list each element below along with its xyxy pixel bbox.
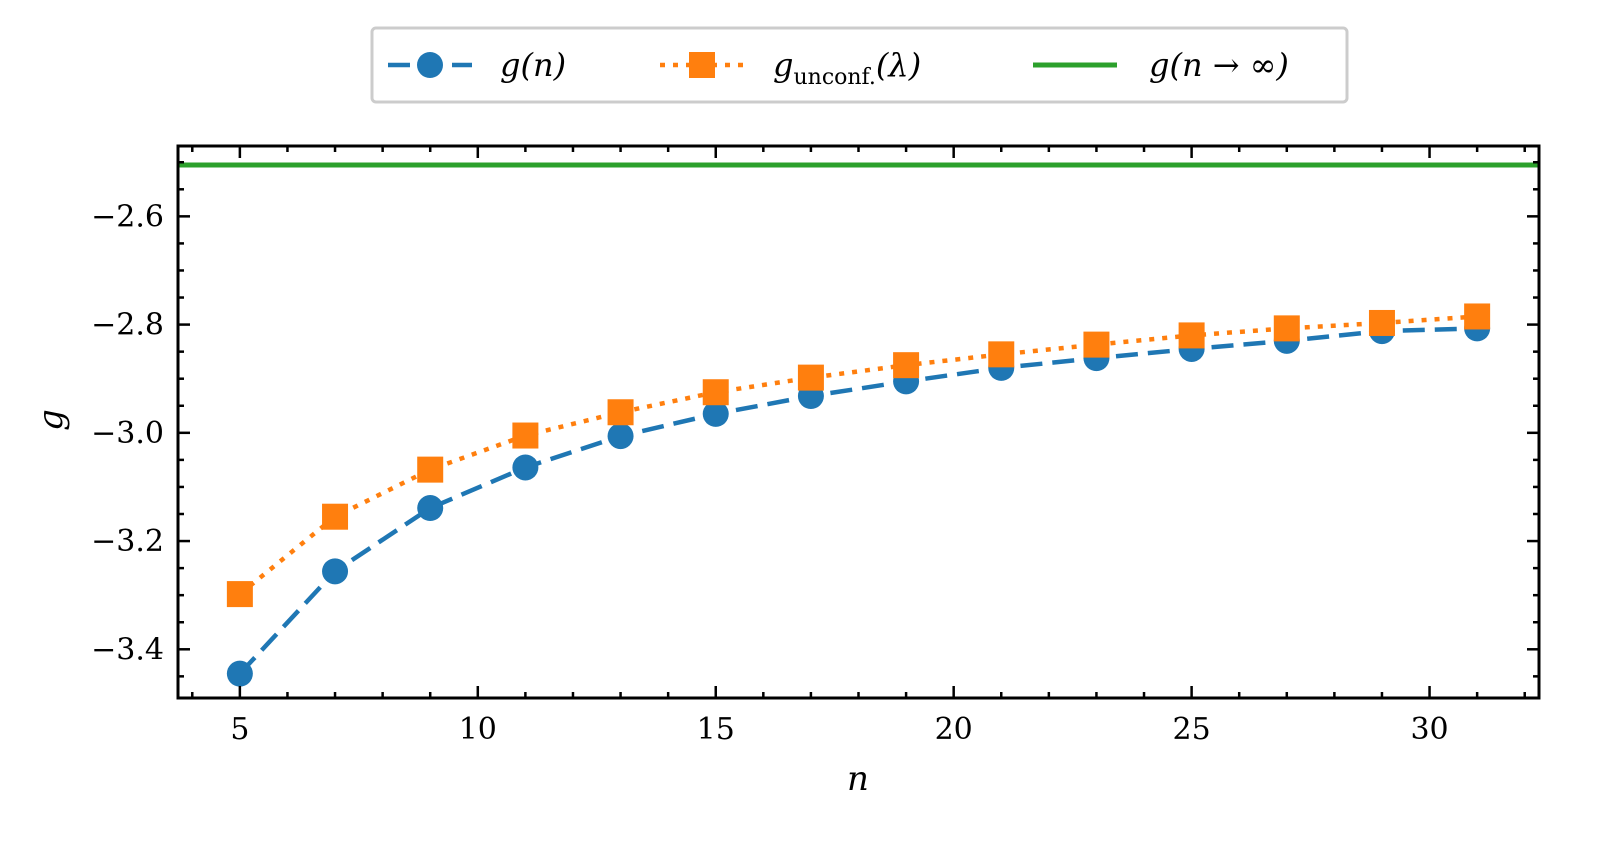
data-point bbox=[1083, 331, 1110, 358]
data-point bbox=[512, 454, 539, 481]
data-point bbox=[322, 558, 349, 585]
legend-marker bbox=[417, 52, 443, 78]
data-point bbox=[988, 341, 1015, 368]
data-point bbox=[797, 364, 824, 391]
legend-item-1: gunconf.(λ) bbox=[660, 46, 921, 90]
data-point bbox=[322, 503, 349, 530]
y-tick-label: −3.4 bbox=[91, 632, 164, 667]
y-tick-label: −3.2 bbox=[91, 524, 164, 559]
legend-label: gunconf.(λ) bbox=[773, 46, 921, 90]
y-tick-label: −3.0 bbox=[91, 416, 164, 451]
axes-frame bbox=[176, 144, 1541, 700]
y-tick-label: −2.8 bbox=[91, 308, 164, 343]
x-tick-label: 10 bbox=[459, 712, 497, 747]
legend-label: g(n → ∞) bbox=[1149, 46, 1289, 84]
legend-marker bbox=[689, 52, 715, 78]
data-point bbox=[607, 399, 634, 426]
legend-item-2: g(n → ∞) bbox=[1033, 46, 1289, 84]
series-1 bbox=[226, 303, 1491, 608]
data-point bbox=[226, 581, 253, 608]
x-tick-label: 20 bbox=[935, 712, 973, 747]
data-point bbox=[607, 423, 634, 450]
x-tick-label: 30 bbox=[1410, 712, 1448, 747]
data-point bbox=[417, 495, 444, 522]
data-point bbox=[1178, 322, 1205, 349]
data-point bbox=[702, 400, 729, 427]
x-axis-title: n bbox=[847, 759, 869, 799]
plot-area: 5 10 15 20 25 30 −3.4 −3.2 −3.0 −2.8 −2.6 bbox=[91, 144, 1541, 747]
legend: g(n) gunconf.(λ) g(n → ∞) bbox=[370, 26, 1349, 104]
series-line bbox=[238, 326, 1478, 676]
data-point bbox=[1368, 309, 1395, 336]
x-tick-label: 25 bbox=[1173, 712, 1211, 747]
x-tick-label: 5 bbox=[230, 712, 249, 747]
data-point bbox=[702, 379, 729, 406]
y-axis-title: g bbox=[31, 409, 71, 431]
legend-label: g(n) bbox=[500, 46, 566, 84]
data-point bbox=[893, 352, 920, 379]
data-point bbox=[417, 456, 444, 483]
data-point bbox=[226, 660, 253, 687]
legend-item-0: g(n) bbox=[388, 46, 566, 84]
data-point bbox=[1464, 303, 1491, 330]
legend-frame bbox=[370, 26, 1349, 104]
data-point bbox=[512, 422, 539, 449]
data-point bbox=[1273, 315, 1300, 342]
x-tick-label: 15 bbox=[697, 712, 735, 747]
y-tick-label: −2.6 bbox=[91, 199, 164, 234]
